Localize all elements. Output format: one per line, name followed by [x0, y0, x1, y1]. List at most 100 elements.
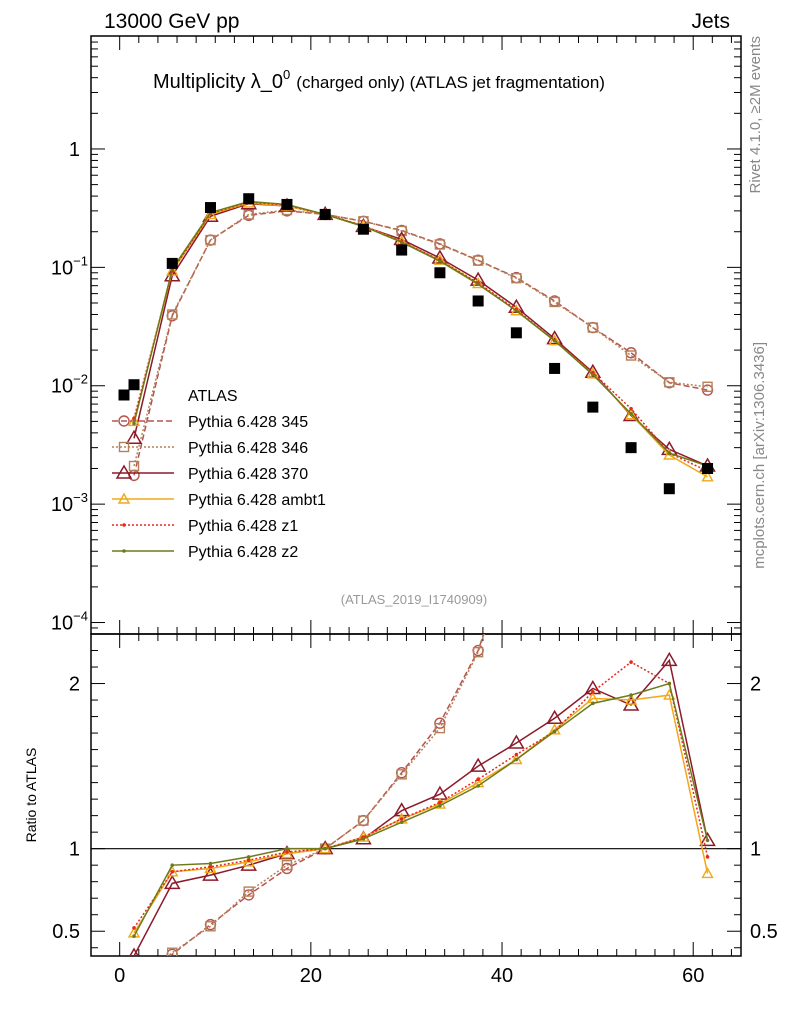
axes-layer: 1 10−1 10−2 10−3 10−4 0 20 40 60 2 2 1 1 0.5 0.5 — [51, 35, 778, 987]
plot-title-main: Multiplicity λ_0 — [153, 71, 283, 93]
main-point-atlas — [396, 244, 408, 256]
main-ytick-label: 10−3 — [51, 490, 88, 516]
main-line-z2 — [133, 200, 708, 467]
ratio-point-p370 — [469, 757, 487, 772]
ratio-point-z2 — [361, 836, 366, 841]
ratio-point-z1 — [591, 689, 595, 694]
ratio-point-p346 — [396, 769, 407, 780]
main-point-p346 — [625, 350, 637, 361]
ratio-point-z2 — [476, 784, 480, 788]
ratio-line-z2 — [133, 682, 709, 937]
main-point-z2 — [438, 259, 442, 263]
main-point-p346 — [434, 239, 446, 250]
main-point-p346 — [167, 309, 178, 320]
main-point-z2 — [629, 411, 633, 416]
main-series-atlas — [128, 193, 714, 495]
ratio-point-ambt1 — [510, 753, 523, 765]
ratio-ytick-label-right: 0.5 — [750, 921, 778, 943]
ratio-point-z2 — [323, 846, 327, 851]
ratio-line-p345 — [169, 634, 485, 956]
main-point-p346 — [511, 272, 522, 284]
ratio-point-p346 — [472, 646, 484, 658]
ratio-point-p370 — [393, 802, 410, 817]
ratio-line-p370 — [133, 658, 709, 956]
legend-label: ATLAS — [188, 388, 238, 405]
ratio-point-z1 — [438, 800, 442, 805]
ratio-line-p346 — [166, 634, 485, 956]
ratio-xtick-label: 40 — [491, 965, 513, 987]
main-point-atlas — [319, 208, 331, 220]
main-point-p346 — [664, 377, 675, 388]
ratio-ytick-label: 2 — [69, 674, 80, 696]
main-point-z2 — [399, 240, 404, 245]
ratio-point-p370 — [129, 947, 139, 956]
ratio-point-z2 — [629, 693, 633, 697]
ratio-point-z1 — [514, 752, 519, 757]
main-point-atlas — [510, 327, 522, 339]
main-point-ambt1 — [548, 334, 561, 346]
ratio-point-z2 — [591, 701, 595, 706]
main-ytick-label: 1 — [69, 139, 80, 161]
main-point-atlas — [472, 295, 484, 307]
ratio-point-ambt1 — [204, 862, 217, 874]
ratio-point-z2 — [667, 681, 672, 686]
ratio-point-z2 — [170, 863, 175, 867]
main-series-ambt1 — [127, 196, 714, 482]
ratio-xtick-label: 20 — [300, 965, 322, 987]
main-point-atlas — [166, 257, 178, 269]
ratio-point-z2 — [552, 729, 557, 734]
legend-label: Pythia 6.428 z1 — [188, 518, 298, 535]
main-point-atlas — [204, 202, 216, 214]
ratio-point-ambt1 — [433, 797, 447, 809]
ratio-point-ambt1 — [242, 855, 255, 867]
main-series-z1 — [132, 200, 710, 473]
ratio-point-z2 — [399, 820, 404, 825]
main-point-ambt1 — [701, 470, 714, 482]
legend-marker — [118, 415, 130, 427]
ratio-point-p370 — [431, 785, 449, 800]
ratio-point-p370 — [202, 866, 219, 881]
legend-item-z1: Pythia 6.428 z1 — [112, 518, 298, 535]
legend-marker — [122, 549, 126, 553]
main-point-p370 — [125, 429, 143, 445]
main-point-ambt1 — [166, 264, 179, 276]
legend-marker — [118, 441, 130, 453]
main-line-ambt1 — [133, 202, 708, 478]
main-point-p346 — [205, 234, 216, 246]
ratio-point-z2 — [438, 803, 442, 808]
main-point-atlas — [128, 379, 140, 391]
ratio-point-p346 — [358, 815, 369, 826]
ratio-point-z1 — [285, 850, 289, 854]
main-point-z2 — [667, 451, 672, 455]
ratio-series-p370 — [129, 651, 716, 956]
main-point-atlas — [625, 442, 637, 454]
main-line-p346 — [133, 209, 708, 467]
ratio-point-z2 — [208, 861, 213, 866]
legend: ATLAS Pythia 6.428 345 Pythia 6.428 346 Pyt… — [112, 388, 326, 561]
ratio-point-ambt1 — [624, 693, 638, 705]
main-point-p370 — [393, 230, 410, 246]
mcplots-credit: mcplots.cern.ch [arXiv:1306.3436] — [751, 342, 768, 569]
main-point-p370 — [431, 249, 449, 264]
ratio-ytick-label: 0.5 — [52, 921, 80, 943]
plot-title-rest: (charged only) (ATLAS jet fragmentation) — [296, 73, 605, 92]
ratio-ytick-label-right: 1 — [750, 839, 761, 861]
ratio-series-z2 — [132, 681, 710, 938]
ratio-point-z1 — [705, 855, 710, 859]
ratio-point-z1 — [476, 777, 480, 782]
legend-marker — [118, 389, 130, 401]
main-point-atlas — [549, 362, 561, 374]
ratio-point-z2 — [514, 757, 519, 762]
main-ytick-label: 10−1 — [51, 253, 88, 279]
legend-label: Pythia 6.428 z2 — [188, 544, 298, 561]
legend-marker — [117, 492, 131, 504]
legend-item-p346: Pythia 6.428 346 — [112, 440, 308, 457]
main-point-p346 — [243, 209, 254, 220]
main-point-p346 — [549, 296, 560, 308]
ratio-xtick-label: 60 — [682, 965, 704, 987]
main-point-z2 — [476, 282, 480, 287]
main-point-atlas — [281, 198, 293, 210]
ratio-point-z2 — [246, 855, 251, 859]
ratio-panel-frame — [90, 633, 742, 957]
process-label: Jets — [691, 10, 730, 33]
